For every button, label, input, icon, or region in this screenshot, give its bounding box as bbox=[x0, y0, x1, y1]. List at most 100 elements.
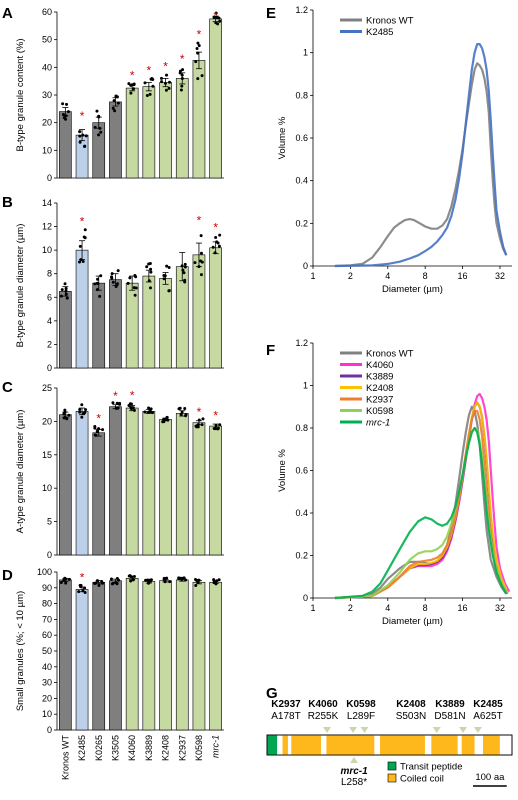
data-point bbox=[93, 425, 97, 429]
bar bbox=[125, 578, 139, 731]
bar bbox=[92, 581, 106, 731]
y-tick-label: 20 bbox=[42, 416, 52, 426]
y-tick-label: 0 bbox=[47, 550, 52, 560]
data-point bbox=[164, 88, 168, 92]
significance-star: * bbox=[180, 52, 185, 66]
data-point bbox=[194, 584, 198, 588]
data-point bbox=[96, 277, 100, 281]
data-point bbox=[217, 16, 221, 20]
mutation-marker bbox=[459, 727, 468, 733]
bar bbox=[175, 579, 189, 731]
x-tick-label: 1 bbox=[310, 271, 315, 281]
data-point bbox=[196, 77, 200, 81]
bar bbox=[192, 254, 206, 369]
bar bbox=[175, 78, 189, 179]
mutation-line-label: K4060 bbox=[308, 699, 338, 710]
data-point bbox=[143, 81, 147, 85]
mutation-change-label: R255K bbox=[308, 711, 339, 722]
y-tick-label: 1 bbox=[303, 381, 308, 391]
panel-letter-g: G bbox=[266, 685, 278, 702]
data-point bbox=[97, 583, 101, 587]
data-point bbox=[129, 402, 133, 406]
y-axis-label: Small granules (%; < 10 µm) bbox=[15, 591, 26, 711]
data-point bbox=[93, 581, 97, 585]
data-point bbox=[98, 294, 102, 298]
bar bbox=[175, 413, 189, 556]
bar bbox=[125, 407, 139, 556]
data-point bbox=[179, 412, 183, 416]
data-point bbox=[216, 22, 220, 26]
mutation-marker bbox=[360, 727, 369, 733]
bar-chart-c: 0 5 10 15 20 25 A-type granule diameter (µm) * *… bbox=[15, 383, 224, 560]
y-tick-label: 80 bbox=[42, 599, 52, 609]
legend-label: K2937 bbox=[366, 395, 393, 406]
y-axis-label: B-type granule content (%) bbox=[15, 38, 26, 151]
legend-transit-swatch bbox=[387, 761, 397, 771]
data-point bbox=[65, 102, 69, 106]
legend-label: K2485 bbox=[366, 27, 393, 38]
data-point bbox=[84, 408, 88, 412]
significance-star: * bbox=[113, 389, 118, 403]
significance-star: * bbox=[80, 215, 85, 229]
y-tick-label: 1.2 bbox=[295, 5, 308, 15]
y-tick-label: 0 bbox=[47, 173, 52, 183]
coiled-coil-domain bbox=[326, 735, 375, 755]
data-point bbox=[177, 407, 181, 411]
y-tick-label: 0.8 bbox=[295, 90, 308, 100]
data-point bbox=[181, 268, 185, 272]
y-tick-label: 100 bbox=[37, 567, 52, 577]
y-axis-label: B-type granule diameter (µm) bbox=[15, 224, 26, 348]
y-tick-label: 0.6 bbox=[295, 133, 308, 143]
bar bbox=[59, 291, 72, 369]
data-point bbox=[147, 406, 151, 410]
data-point bbox=[193, 261, 197, 265]
significance-star: * bbox=[213, 9, 218, 23]
data-point bbox=[93, 282, 97, 286]
x-tick-label: 2 bbox=[348, 603, 353, 613]
data-point bbox=[61, 102, 65, 106]
data-point bbox=[80, 415, 84, 419]
bar bbox=[75, 589, 89, 731]
data-point bbox=[112, 99, 116, 103]
x-tick-label: 16 bbox=[458, 271, 468, 281]
data-point bbox=[160, 80, 164, 84]
bar bbox=[209, 425, 222, 556]
x-tick-label: 2 bbox=[348, 271, 353, 281]
legend-coiled-swatch bbox=[387, 773, 397, 783]
line-chart-f: 0 0.2 0.4 0.6 0.8 1 1.2 1 2 4 8 16 32 Diameter (µm) Vo… bbox=[277, 338, 512, 627]
bar bbox=[92, 122, 106, 179]
significance-star: * bbox=[197, 27, 202, 41]
data-point bbox=[183, 265, 187, 269]
transit-peptide-domain bbox=[267, 735, 278, 755]
significance-star: * bbox=[130, 68, 135, 82]
x-tick-label: 32 bbox=[495, 603, 505, 613]
data-point bbox=[128, 276, 132, 280]
x-tick-label: K3505 bbox=[110, 735, 120, 761]
data-point bbox=[78, 410, 82, 414]
x-tick-label: K2937 bbox=[177, 735, 187, 761]
data-point bbox=[211, 245, 215, 249]
mutation-line-label: K2937 bbox=[271, 699, 301, 710]
data-point bbox=[116, 269, 120, 273]
panel-letter-d: D bbox=[2, 567, 13, 584]
data-point bbox=[62, 116, 66, 120]
data-point bbox=[214, 235, 218, 239]
data-point bbox=[78, 130, 82, 134]
x-tick-label: 16 bbox=[458, 603, 468, 613]
significance-star: * bbox=[163, 60, 168, 74]
data-point bbox=[63, 408, 67, 412]
data-point bbox=[212, 15, 216, 19]
bar-chart-b: 0 2 4 6 8 10 12 14 B-type granule diameter (µm) *… bbox=[15, 198, 224, 373]
legend-label: K3889 bbox=[366, 372, 393, 383]
data-point bbox=[165, 264, 169, 268]
bar bbox=[159, 419, 172, 556]
x-tick-label: 4 bbox=[385, 603, 390, 613]
y-tick-label: 0 bbox=[47, 725, 52, 735]
y-tick-label: 15 bbox=[42, 450, 52, 460]
panel-letter-f: F bbox=[266, 342, 275, 359]
data-point bbox=[200, 260, 204, 264]
y-tick-label: 30 bbox=[42, 90, 52, 100]
y-axis-label: Volume % bbox=[277, 116, 288, 159]
bar bbox=[109, 406, 122, 556]
x-axis-label: Diameter (µm) bbox=[382, 616, 443, 627]
